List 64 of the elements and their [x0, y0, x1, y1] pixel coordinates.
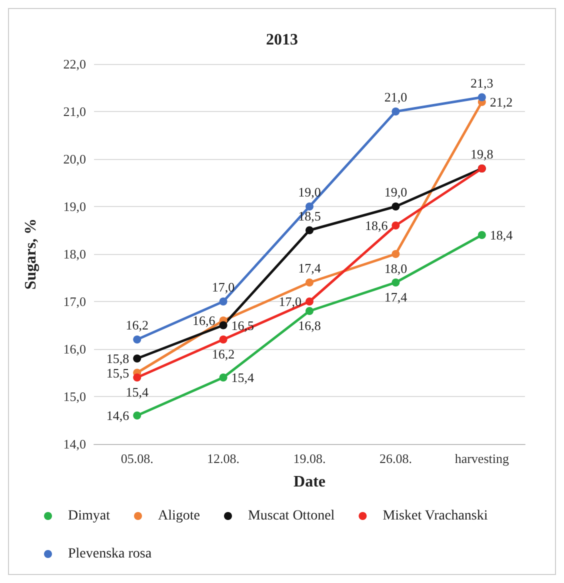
point: [306, 298, 314, 306]
data-label: 21,2: [490, 94, 513, 110]
data-label: 16,5: [231, 318, 254, 333]
data-label: 15,4: [126, 384, 149, 400]
data-label: 17,0: [212, 280, 235, 294]
y-tick-label: 19,0: [63, 199, 86, 214]
point: [219, 336, 228, 344]
data-label: 18,0: [384, 261, 408, 276]
point: [392, 108, 400, 116]
point: [392, 250, 400, 258]
y-tick-label: 15,0: [63, 389, 86, 404]
point: [133, 374, 142, 382]
data-label: 19,0: [384, 184, 408, 200]
data-label: 21,3: [470, 75, 494, 90]
data-label: 14,6: [106, 408, 130, 423]
y-tick-label: 22,0: [63, 56, 86, 72]
x-tick-label: 26.08.: [379, 451, 412, 466]
y-tick-label: 20,0: [63, 152, 86, 166]
y-axis-title: Sugars, %: [22, 218, 40, 290]
x-tick-label: 12.08.: [207, 451, 240, 466]
point: [133, 354, 142, 362]
legend-label: Plevenska rosa: [68, 546, 152, 562]
data-label: 16,2: [212, 346, 235, 362]
chart-title: 2013: [266, 32, 298, 48]
data-label: 17,4: [384, 290, 408, 304]
data-label: 16,2: [126, 318, 148, 332]
legend-label: Muscat Ottonel: [248, 508, 335, 524]
point: [133, 412, 142, 420]
data-label: 15,4: [231, 370, 255, 385]
data-label: 16,8: [298, 318, 321, 333]
point: [306, 307, 314, 315]
point: [219, 321, 228, 330]
data-label: 18,6: [364, 218, 388, 233]
y-tick-label: 17,0: [63, 294, 86, 309]
legend-label: Dimyat: [68, 508, 110, 524]
data-label: 16,6: [192, 313, 216, 328]
point: [392, 278, 400, 286]
x-tick-label: 05.08.: [120, 451, 154, 466]
y-tick-label: 16,0: [63, 342, 86, 356]
y-tick-label: 14,0: [63, 436, 86, 452]
x-tick-label: harvesting: [454, 451, 510, 466]
point: [392, 202, 400, 210]
x-axis-title: Date: [294, 474, 326, 490]
data-label: 15,8: [106, 351, 130, 366]
point: [478, 93, 486, 102]
legend-label: Misket Vrachanski: [382, 508, 488, 524]
x-tick-label: 19.08.: [293, 451, 326, 466]
data-label: 21,0: [384, 90, 408, 104]
data-label: 19,0: [298, 184, 321, 200]
data-label: 15,5: [106, 365, 130, 380]
point: [478, 231, 486, 239]
y-tick-label: 21,0: [63, 104, 86, 119]
data-label: 19,8: [470, 146, 494, 162]
legend-label: Aligote: [158, 508, 200, 524]
data-label: 17,4: [298, 260, 322, 276]
point: [219, 374, 228, 382]
point: [306, 278, 314, 286]
data-label: 18,4: [490, 228, 514, 242]
point: [306, 226, 314, 234]
point: [392, 222, 400, 230]
point: [219, 298, 228, 306]
data-label: 17,0: [278, 294, 302, 309]
y-tick-label: 18,0: [63, 246, 86, 262]
point: [133, 336, 142, 344]
